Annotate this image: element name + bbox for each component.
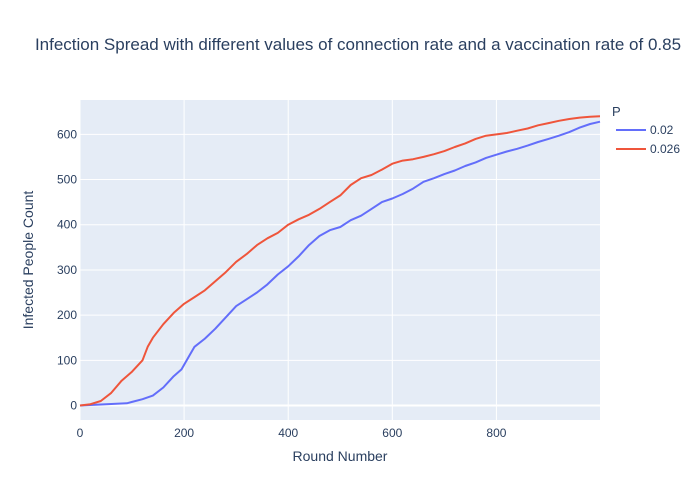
legend-title: P — [612, 104, 621, 119]
y-axis-title: Infected People Count — [20, 191, 36, 330]
y-tick-label: 100 — [57, 353, 77, 367]
x-axis-ticks: 0 200 400 600 800 — [77, 426, 507, 440]
legend-label: 0.026 — [650, 142, 680, 156]
y-tick-label: 200 — [57, 308, 77, 322]
plot-area — [80, 100, 600, 420]
y-tick-label: 600 — [57, 127, 77, 141]
y-tick-label: 300 — [57, 263, 77, 277]
gridlines — [79, 100, 600, 420]
series-line-0-026 — [79, 115, 601, 407]
x-tick-label: 0 — [77, 426, 84, 440]
series-lines — [79, 115, 601, 407]
legend[interactable]: P 0.02 0.026 — [612, 104, 680, 156]
x-axis-title: Round Number — [293, 448, 388, 464]
y-tick-label: 0 — [70, 399, 77, 413]
series-line-0-02 — [79, 120, 601, 407]
chart-title: Infection Spread with different values o… — [35, 35, 681, 54]
x-tick-label: 400 — [278, 426, 298, 440]
y-tick-label: 500 — [57, 173, 77, 187]
x-tick-label: 600 — [382, 426, 402, 440]
x-tick-label: 200 — [174, 426, 194, 440]
y-tick-label: 400 — [57, 218, 77, 232]
legend-label: 0.02 — [650, 123, 674, 137]
y-axis-ticks: 0 100 200 300 400 500 600 — [57, 127, 77, 412]
x-tick-label: 800 — [486, 426, 506, 440]
legend-item[interactable]: 0.02 — [616, 123, 674, 137]
legend-item[interactable]: 0.026 — [616, 142, 680, 156]
